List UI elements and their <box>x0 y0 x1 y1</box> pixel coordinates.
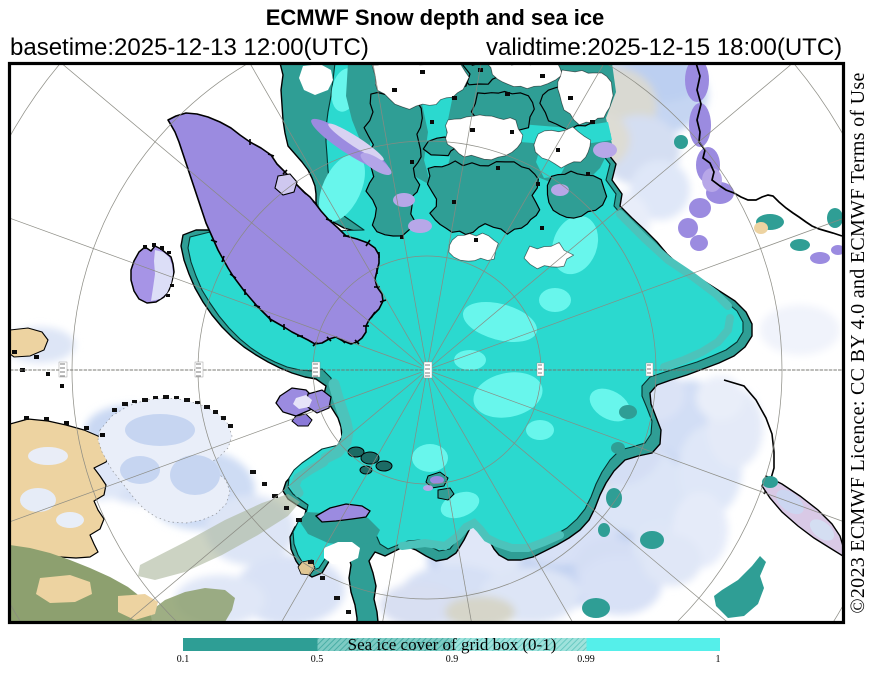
svg-text:1: 1 <box>716 654 721 665</box>
svg-text:0.99: 0.99 <box>577 654 595 665</box>
svg-text:Sea ice cover of grid box (0-1: Sea ice cover of grid box (0-1) <box>348 635 557 654</box>
svg-text:0.1: 0.1 <box>177 654 190 665</box>
svg-text:0.5: 0.5 <box>311 654 324 665</box>
svg-text:0.9: 0.9 <box>446 654 459 665</box>
